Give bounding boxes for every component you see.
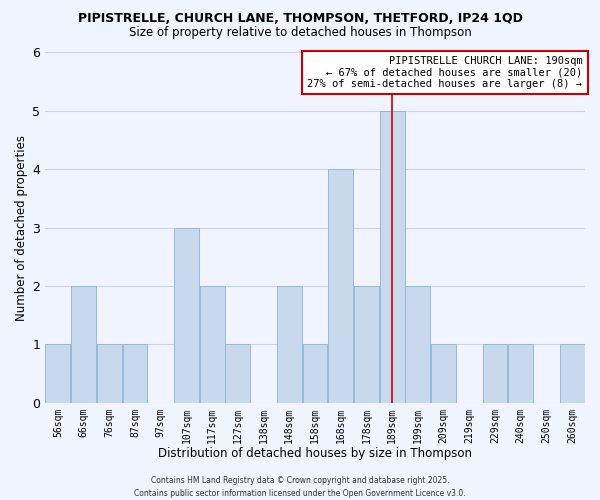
Bar	[277, 286, 302, 403]
Bar	[97, 344, 122, 403]
Bar	[226, 344, 250, 403]
Bar	[354, 286, 379, 403]
Text: Contains HM Land Registry data © Crown copyright and database right 2025.
Contai: Contains HM Land Registry data © Crown c…	[134, 476, 466, 498]
Y-axis label: Number of detached properties: Number of detached properties	[15, 134, 28, 320]
Text: Size of property relative to detached houses in Thompson: Size of property relative to detached ho…	[128, 26, 472, 39]
Bar	[508, 344, 533, 403]
Bar	[328, 169, 353, 402]
Bar	[174, 228, 199, 402]
Text: PIPISTRELLE CHURCH LANE: 190sqm
← 67% of detached houses are smaller (20)
27% of: PIPISTRELLE CHURCH LANE: 190sqm ← 67% of…	[307, 56, 583, 89]
Bar	[302, 344, 328, 403]
Bar	[406, 286, 430, 403]
Bar	[482, 344, 508, 403]
Text: PIPISTRELLE, CHURCH LANE, THOMPSON, THETFORD, IP24 1QD: PIPISTRELLE, CHURCH LANE, THOMPSON, THET…	[77, 12, 523, 26]
Bar	[200, 286, 224, 403]
Bar	[380, 111, 404, 403]
Bar	[560, 344, 584, 403]
Bar	[46, 344, 70, 403]
Bar	[122, 344, 148, 403]
Bar	[71, 286, 96, 403]
X-axis label: Distribution of detached houses by size in Thompson: Distribution of detached houses by size …	[158, 447, 472, 460]
Bar	[431, 344, 456, 403]
